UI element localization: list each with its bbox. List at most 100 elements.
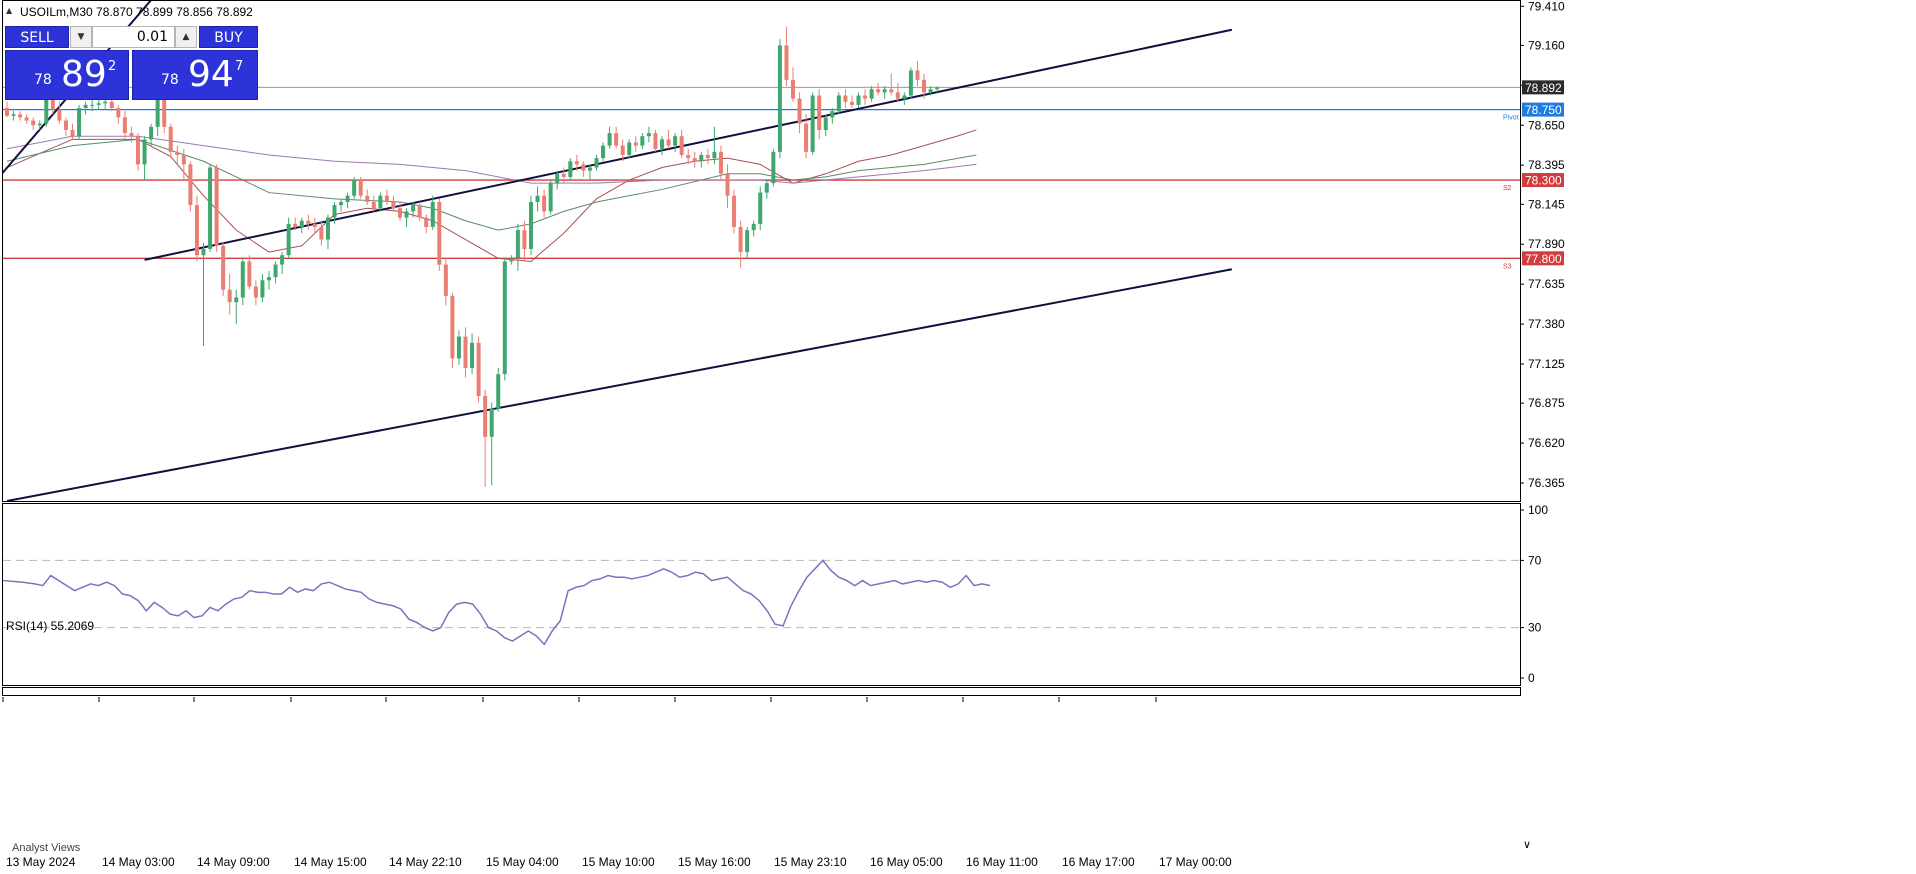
candle xyxy=(267,270,271,290)
sell-price-button[interactable]: 78 89 2 xyxy=(5,50,129,100)
rsi-frame xyxy=(2,503,1521,686)
buy-price-button[interactable]: 78 94 7 xyxy=(132,50,258,100)
candle-body xyxy=(843,95,848,102)
candle-body xyxy=(267,277,271,281)
candle-body xyxy=(136,136,140,165)
time-tick-label: 14 May 22:10 xyxy=(389,855,462,869)
candle xyxy=(11,111,16,121)
candle xyxy=(365,189,370,206)
candle xyxy=(535,186,540,212)
lot-size-input[interactable] xyxy=(92,26,175,48)
candle xyxy=(358,176,363,199)
candle-body xyxy=(129,133,134,137)
candle xyxy=(90,98,95,112)
symbol-info: USOILm,M30 78.870 78.899 78.856 78.892 xyxy=(20,5,253,19)
candle-body xyxy=(882,89,887,93)
level-price-label: 77.800 xyxy=(1525,252,1562,266)
candle-body xyxy=(889,89,894,93)
candle xyxy=(378,192,383,212)
sell-price-prefix: 78 xyxy=(34,72,52,88)
buy-button[interactable]: BUY xyxy=(199,26,258,48)
candle-body xyxy=(456,336,461,359)
rsi-panel[interactable]: 100 70 30 0 xyxy=(2,503,1548,685)
candle xyxy=(463,327,468,378)
candle-body xyxy=(869,89,874,99)
candle xyxy=(312,217,317,234)
candle-body xyxy=(417,205,422,218)
analyst-panel-frame xyxy=(2,687,1521,696)
time-tick-label: 14 May 03:00 xyxy=(102,855,175,869)
candle xyxy=(63,117,68,137)
candle-body xyxy=(483,396,488,437)
sell-button[interactable]: SELL xyxy=(5,26,69,48)
price-tick-label: 79.410 xyxy=(1528,0,1565,13)
candle xyxy=(227,273,232,315)
candle xyxy=(614,126,619,149)
candle xyxy=(660,136,664,155)
candle xyxy=(286,217,291,259)
level-price-label: 78.300 xyxy=(1525,174,1562,188)
time-tick-label: 15 May 04:00 xyxy=(486,855,559,869)
level-price-label: 78.750 xyxy=(1525,103,1562,117)
candle-body xyxy=(214,167,219,246)
candle xyxy=(856,92,861,109)
candle-body xyxy=(319,227,324,240)
candle-body xyxy=(522,230,527,249)
candle xyxy=(37,120,42,130)
candle-body xyxy=(260,280,265,298)
candle xyxy=(234,289,239,325)
candle-body xyxy=(90,104,95,106)
analyst-views-label[interactable]: Analyst Views xyxy=(12,842,81,854)
candle xyxy=(398,201,402,221)
collapse-icon[interactable]: ▲ xyxy=(6,6,13,15)
candle xyxy=(594,154,599,171)
candle xyxy=(601,142,606,162)
rsi-tick-label: 0 xyxy=(1528,671,1535,685)
candle xyxy=(371,195,376,212)
candle xyxy=(784,26,789,87)
candle-body xyxy=(227,289,232,303)
candle-body xyxy=(476,342,481,397)
candle xyxy=(751,220,756,237)
main-chart[interactable]: S2 S3 Pivot xyxy=(0,0,1520,501)
candle-body xyxy=(876,89,881,93)
candle-body xyxy=(339,201,344,206)
candle xyxy=(745,227,750,259)
candle-body xyxy=(581,164,586,171)
candle xyxy=(450,292,455,368)
candle xyxy=(935,86,940,93)
candle-body xyxy=(312,223,317,228)
candle xyxy=(404,208,409,228)
time-tick-label: 14 May 15:00 xyxy=(294,855,367,869)
candle xyxy=(489,402,494,486)
lot-increase-icon[interactable]: ▲ xyxy=(175,26,197,48)
time-tick-label: 16 May 05:00 xyxy=(870,855,943,869)
candle-body xyxy=(646,133,651,137)
candle xyxy=(24,114,29,124)
candle xyxy=(712,126,717,165)
candle-body xyxy=(529,201,533,249)
candle xyxy=(332,201,337,224)
candle-body xyxy=(692,158,697,162)
candle xyxy=(791,67,795,102)
candle xyxy=(306,214,311,231)
candle xyxy=(96,98,101,110)
candle-body xyxy=(234,297,239,303)
price-tick-label: 77.890 xyxy=(1528,237,1565,251)
candle-body xyxy=(240,261,245,298)
scroll-end-icon[interactable]: ∨ xyxy=(1523,839,1531,851)
time-tick-label: 15 May 23:10 xyxy=(774,855,847,869)
candle xyxy=(817,89,822,140)
candle xyxy=(797,92,802,134)
candle-body xyxy=(299,220,304,228)
lot-decrease-icon[interactable]: ▼ xyxy=(70,26,92,48)
candle-body xyxy=(601,145,606,159)
candle-body xyxy=(653,133,658,149)
candle xyxy=(181,148,186,181)
candle xyxy=(325,214,330,249)
trendline xyxy=(6,268,1233,501)
candle-body xyxy=(155,98,160,127)
candle xyxy=(587,164,592,181)
main-frame xyxy=(2,0,1521,502)
